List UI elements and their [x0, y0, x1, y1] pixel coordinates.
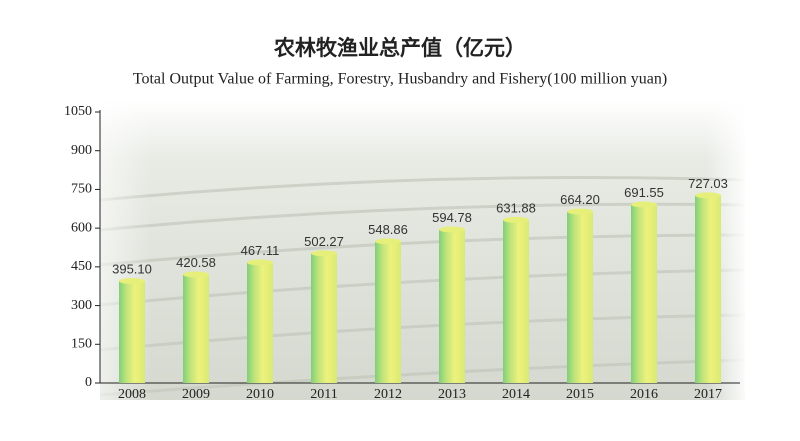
x-tick-label: 2011	[310, 387, 337, 402]
bar	[439, 229, 465, 383]
bar	[311, 253, 337, 383]
bar	[183, 274, 209, 383]
x-tick-label: 2008	[118, 387, 146, 402]
bar-cap	[695, 192, 721, 199]
value-label: 467.11	[241, 243, 280, 258]
bar-cap	[311, 250, 337, 257]
y-tick-label: 0	[85, 375, 92, 390]
bar	[503, 219, 529, 383]
x-tick-label: 2014	[502, 387, 530, 402]
bar	[119, 281, 145, 383]
x-tick-label: 2009	[182, 387, 210, 402]
y-tick-label: 600	[71, 220, 92, 235]
y-tick-label: 150	[71, 337, 92, 352]
bar-cap	[567, 208, 593, 215]
bar	[375, 241, 401, 383]
chart-title: 农林牧渔业总产值（亿元）	[273, 36, 526, 60]
value-label: 727.03	[688, 176, 728, 191]
bar-cap	[119, 278, 145, 285]
bar	[695, 195, 721, 383]
y-tick-label: 300	[71, 298, 92, 313]
value-label: 664.20	[560, 192, 600, 207]
y-tick-label: 750	[71, 182, 92, 197]
value-label: 691.55	[624, 185, 664, 200]
bar	[631, 204, 657, 383]
value-label: 395.10	[112, 261, 152, 276]
bar-cap	[503, 216, 529, 223]
bar-cap	[439, 226, 465, 233]
y-tick-label: 1050	[64, 104, 92, 119]
bar	[567, 211, 593, 383]
value-label: 548.86	[368, 222, 408, 237]
bar-cap	[375, 238, 401, 245]
x-tick-label: 2013	[438, 387, 466, 402]
x-tick-label: 2016	[630, 387, 658, 402]
y-tick-label: 450	[71, 259, 92, 274]
bar-cap	[247, 259, 273, 266]
value-label: 594.78	[432, 210, 472, 225]
x-tick-label: 2010	[246, 387, 274, 402]
bar	[247, 262, 273, 383]
value-label: 631.88	[496, 200, 536, 215]
x-tick-label: 2017	[694, 387, 722, 402]
value-label: 502.27	[304, 234, 344, 249]
bar-cap	[183, 271, 209, 278]
x-tick-label: 2012	[374, 387, 402, 402]
value-label: 420.58	[176, 255, 216, 270]
y-tick-label: 900	[71, 143, 92, 158]
bar-cap	[631, 201, 657, 208]
chart-subtitle: Total Output Value of Farming, Forestry,…	[133, 71, 667, 88]
x-tick-label: 2015	[566, 387, 594, 402]
